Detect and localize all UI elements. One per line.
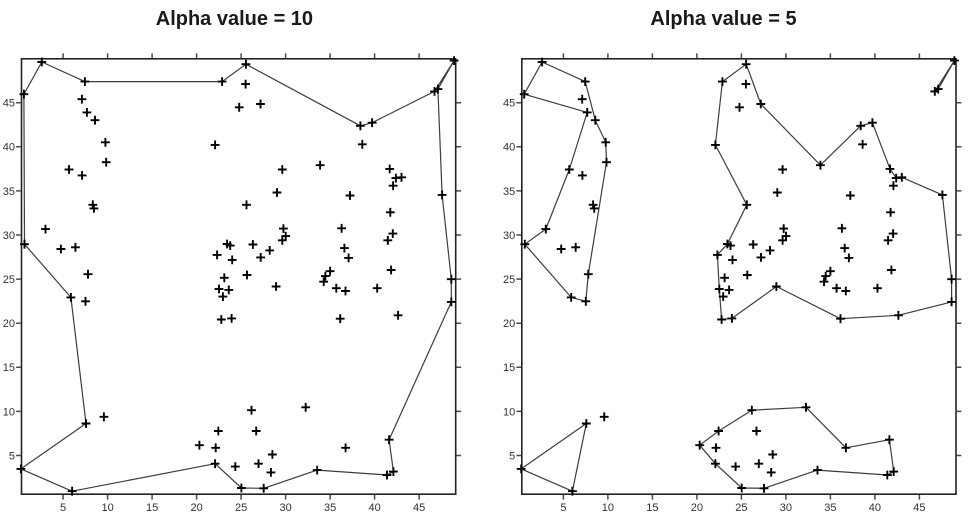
svg-text:30: 30 (503, 230, 515, 242)
svg-text:5: 5 (9, 450, 15, 462)
svg-text:5: 5 (509, 450, 515, 462)
svg-text:20: 20 (3, 318, 15, 330)
svg-text:25: 25 (3, 274, 15, 286)
svg-text:45: 45 (503, 98, 515, 110)
svg-text:15: 15 (646, 502, 658, 514)
svg-text:40: 40 (3, 142, 15, 154)
svg-text:10: 10 (503, 406, 515, 418)
svg-text:5: 5 (560, 502, 566, 514)
svg-text:25: 25 (735, 502, 747, 514)
svg-text:10: 10 (3, 406, 15, 418)
svg-text:20: 20 (691, 502, 703, 514)
svg-text:45: 45 (413, 502, 425, 514)
svg-text:40: 40 (503, 142, 515, 154)
svg-text:15: 15 (3, 362, 15, 374)
svg-text:35: 35 (324, 502, 336, 514)
svg-text:45: 45 (3, 98, 15, 110)
svg-text:Alpha value = 5: Alpha value = 5 (650, 8, 796, 30)
svg-text:30: 30 (780, 502, 792, 514)
svg-text:Alpha value = 10: Alpha value = 10 (156, 8, 313, 30)
svg-text:10: 10 (602, 502, 614, 514)
svg-text:25: 25 (235, 502, 247, 514)
svg-text:30: 30 (3, 230, 15, 242)
svg-text:40: 40 (368, 502, 380, 514)
svg-text:5: 5 (60, 502, 66, 514)
svg-text:45: 45 (913, 502, 925, 514)
svg-text:15: 15 (146, 502, 158, 514)
svg-text:35: 35 (3, 186, 15, 198)
svg-text:25: 25 (503, 274, 515, 286)
svg-text:15: 15 (503, 362, 515, 374)
svg-text:35: 35 (503, 186, 515, 198)
svg-text:10: 10 (101, 502, 113, 514)
svg-text:40: 40 (869, 502, 881, 514)
svg-text:30: 30 (279, 502, 291, 514)
svg-text:20: 20 (190, 502, 202, 514)
svg-text:35: 35 (824, 502, 836, 514)
svg-text:20: 20 (503, 318, 515, 330)
